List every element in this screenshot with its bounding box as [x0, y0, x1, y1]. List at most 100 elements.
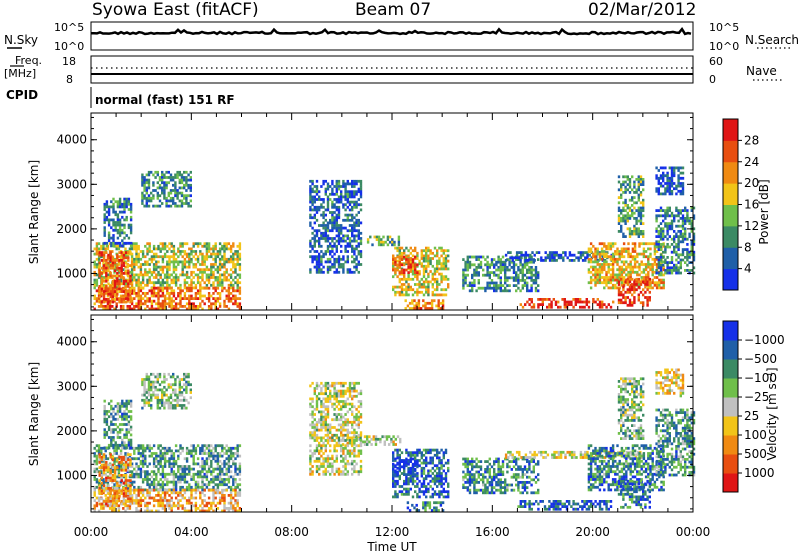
- heatmap-cell: [679, 171, 682, 175]
- heatmap-cell: [418, 283, 421, 286]
- heatmap-cell: [620, 277, 623, 281]
- heatmap-cell: [416, 257, 419, 260]
- heatmap-cell: [205, 470, 209, 474]
- heatmap-cell: [232, 265, 235, 269]
- heatmap-cell: [212, 286, 215, 290]
- heatmap-cell: [311, 179, 314, 183]
- heatmap-cell: [444, 249, 448, 253]
- heatmap-cell: [353, 205, 356, 209]
- heatmap-cell: [144, 496, 147, 500]
- heatmap-cell: [342, 265, 345, 269]
- heatmap-cell: [123, 231, 126, 235]
- heatmap-cell: [183, 472, 187, 476]
- heatmap-cell: [326, 234, 330, 238]
- heatmap-cell: [183, 265, 187, 269]
- heatmap-cell: [335, 234, 338, 238]
- heatmap-cell: [93, 302, 96, 306]
- heatmap-cell: [113, 499, 116, 502]
- heatmap-cell: [646, 301, 649, 305]
- heatmap-cell: [141, 302, 145, 306]
- heatmap-cell: [104, 247, 107, 251]
- heatmap-cell: [210, 283, 213, 287]
- heatmap-cell: [673, 269, 676, 272]
- heatmap-cell: [662, 265, 665, 269]
- heatmap-cell: [223, 244, 226, 248]
- heatmap-cell: [185, 457, 189, 461]
- heatmap-cell: [555, 259, 558, 262]
- heatmap-cell: [403, 271, 406, 274]
- heatmap-cell: [692, 237, 696, 241]
- heatmap-cell: [337, 185, 341, 188]
- heatmap-cell: [176, 176, 179, 179]
- heatmap-cell: [633, 260, 637, 264]
- heatmap-cell: [398, 255, 401, 259]
- heatmap-cell: [113, 449, 116, 453]
- heatmap-cell: [163, 491, 167, 495]
- heatmap-cell: [357, 250, 360, 253]
- heatmap-cell: [520, 251, 523, 254]
- heatmap-cell: [172, 457, 176, 461]
- heatmap-cell: [626, 206, 629, 210]
- heatmap-cell: [587, 250, 591, 253]
- heatmap-cell: [638, 263, 641, 266]
- heatmap-cell: [118, 241, 122, 245]
- heatmap-cell: [603, 259, 607, 262]
- heatmap-cell: [115, 467, 118, 471]
- heatmap-cell: [344, 226, 347, 230]
- heatmap-cell: [309, 185, 312, 188]
- heatmap-cell: [180, 202, 184, 205]
- heatmap-cell: [331, 221, 334, 225]
- heatmap-cell: [440, 246, 443, 250]
- heatmap-cell: [150, 475, 154, 479]
- heatmap-cell: [201, 459, 204, 463]
- heatmap-cell: [520, 256, 523, 260]
- heatmap-cell: [161, 268, 165, 272]
- heatmap-cell: [166, 446, 169, 450]
- heatmap-cell: [192, 305, 195, 308]
- heatmap-cell: [648, 298, 651, 302]
- heatmap-cell: [144, 454, 147, 458]
- heatmap-cell: [607, 303, 610, 306]
- heatmap-cell: [106, 263, 110, 266]
- heatmap-cell: [232, 478, 235, 481]
- heatmap-cell: [398, 246, 401, 250]
- heatmap-cell: [183, 178, 186, 182]
- heatmap-cell: [159, 255, 162, 259]
- heatmap-cell: [508, 289, 511, 293]
- heatmap-cell: [519, 263, 522, 267]
- heatmap-cell: [172, 452, 176, 455]
- heatmap-cell: [499, 276, 502, 280]
- heatmap-cell: [232, 242, 235, 246]
- heatmap-cell: [413, 299, 416, 303]
- heatmap-cell: [157, 292, 160, 295]
- heatmap-cell: [344, 190, 347, 194]
- heatmap-cell: [340, 263, 343, 266]
- heatmap-cell: [139, 283, 143, 287]
- heatmap-cell: [583, 300, 586, 304]
- heatmap-cell: [111, 256, 115, 260]
- heatmap-cell: [157, 459, 160, 463]
- heatmap-cell: [100, 251, 104, 254]
- heatmap-cell: [633, 247, 637, 251]
- heatmap-cell: [315, 229, 319, 233]
- heatmap-cell: [473, 279, 476, 282]
- heatmap-cell: [537, 284, 540, 287]
- heatmap-cell: [444, 293, 448, 297]
- heatmap-cell: [234, 457, 237, 461]
- heatmap-cell: [163, 499, 167, 502]
- heatmap-cell: [355, 239, 358, 243]
- heatmap-cell: [106, 501, 110, 505]
- heatmap-cell: [403, 257, 406, 260]
- heatmap-cell: [624, 280, 627, 284]
- heatmap-cell: [214, 299, 217, 303]
- heatmap-cell: [482, 255, 485, 259]
- heatmap-cell: [199, 485, 202, 489]
- heatmap-cell: [156, 173, 159, 177]
- heatmap-cell: [659, 271, 663, 275]
- heatmap-cell: [309, 255, 312, 259]
- heatmap-cell: [152, 270, 156, 274]
- heatmap-cell: [596, 298, 599, 301]
- heatmap-cell: [359, 242, 363, 246]
- heatmap-cell: [677, 166, 680, 170]
- heatmap-cell: [403, 255, 406, 259]
